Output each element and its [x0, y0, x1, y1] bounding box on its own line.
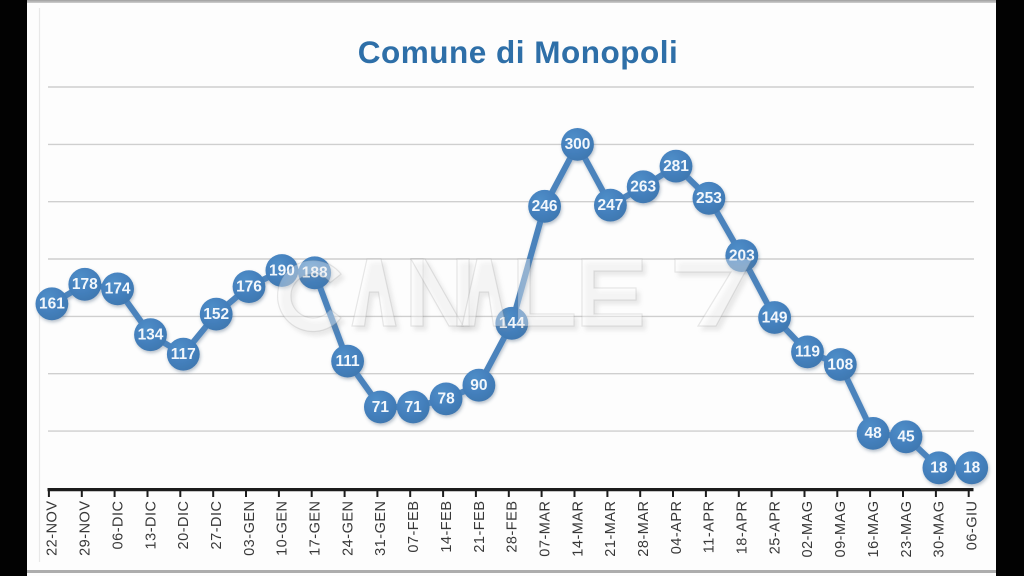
svg-text:21-MAR: 21-MAR — [603, 501, 619, 557]
svg-text:02-MAG: 02-MAG — [800, 501, 816, 558]
svg-text:31-GEN: 31-GEN — [373, 501, 389, 556]
svg-text:24-GEN: 24-GEN — [340, 501, 356, 556]
svg-text:247: 247 — [597, 197, 623, 214]
svg-text:90: 90 — [470, 377, 487, 394]
svg-text:18-APR: 18-APR — [735, 501, 751, 555]
svg-text:17-GEN: 17-GEN — [308, 501, 324, 556]
svg-text:263: 263 — [630, 179, 656, 196]
svg-text:253: 253 — [696, 190, 722, 207]
svg-text:11-APR: 11-APR — [702, 501, 718, 554]
svg-text:06-GIU: 06-GIU — [965, 501, 981, 551]
svg-text:119: 119 — [795, 344, 820, 361]
svg-text:117: 117 — [171, 346, 196, 363]
svg-text:13-DIC: 13-DIC — [143, 501, 159, 550]
svg-text:281: 281 — [663, 158, 689, 175]
svg-text:30-MAG: 30-MAG — [932, 501, 948, 558]
svg-text:161: 161 — [39, 296, 65, 313]
svg-text:134: 134 — [138, 327, 164, 344]
svg-text:22-NOV: 22-NOV — [45, 501, 61, 556]
svg-text:25-APR: 25-APR — [767, 501, 783, 555]
svg-text:174: 174 — [105, 281, 131, 298]
svg-text:300: 300 — [565, 136, 591, 153]
svg-text:108: 108 — [827, 356, 853, 373]
svg-text:04-APR: 04-APR — [669, 501, 685, 555]
svg-text:03-GEN: 03-GEN — [242, 501, 258, 556]
svg-text:152: 152 — [203, 306, 229, 323]
svg-text:18: 18 — [930, 460, 948, 477]
svg-text:28-FEB: 28-FEB — [505, 501, 521, 553]
svg-text:21-FEB: 21-FEB — [472, 501, 488, 553]
svg-text:14-MAR: 14-MAR — [570, 501, 586, 557]
svg-text:29-NOV: 29-NOV — [78, 501, 94, 556]
svg-text:14-FEB: 14-FEB — [439, 501, 455, 553]
svg-text:23-MAG: 23-MAG — [899, 501, 915, 558]
svg-text:07-MAR: 07-MAR — [537, 501, 553, 557]
svg-text:06-DIC: 06-DIC — [110, 501, 126, 550]
svg-text:28-MAR: 28-MAR — [636, 501, 652, 557]
svg-text:71: 71 — [405, 399, 423, 416]
svg-text:16-MAG: 16-MAG — [866, 501, 882, 558]
svg-text:246: 246 — [532, 198, 558, 215]
svg-text:10-GEN: 10-GEN — [275, 501, 291, 556]
svg-text:Comune di Monopoli: Comune di Monopoli — [358, 34, 678, 70]
svg-text:45: 45 — [897, 429, 915, 446]
svg-text:71: 71 — [372, 399, 390, 416]
svg-text:149: 149 — [762, 309, 788, 326]
svg-text:111: 111 — [336, 353, 361, 370]
svg-text:20-DIC: 20-DIC — [176, 501, 192, 550]
svg-text:178: 178 — [72, 276, 98, 293]
svg-text:07-FEB: 07-FEB — [406, 501, 422, 553]
svg-text:09-MAG: 09-MAG — [833, 501, 849, 558]
svg-text:27-DIC: 27-DIC — [209, 501, 225, 550]
svg-text:78: 78 — [437, 391, 455, 408]
svg-text:18: 18 — [963, 460, 981, 477]
svg-text:176: 176 — [236, 278, 262, 295]
svg-text:48: 48 — [864, 425, 882, 442]
